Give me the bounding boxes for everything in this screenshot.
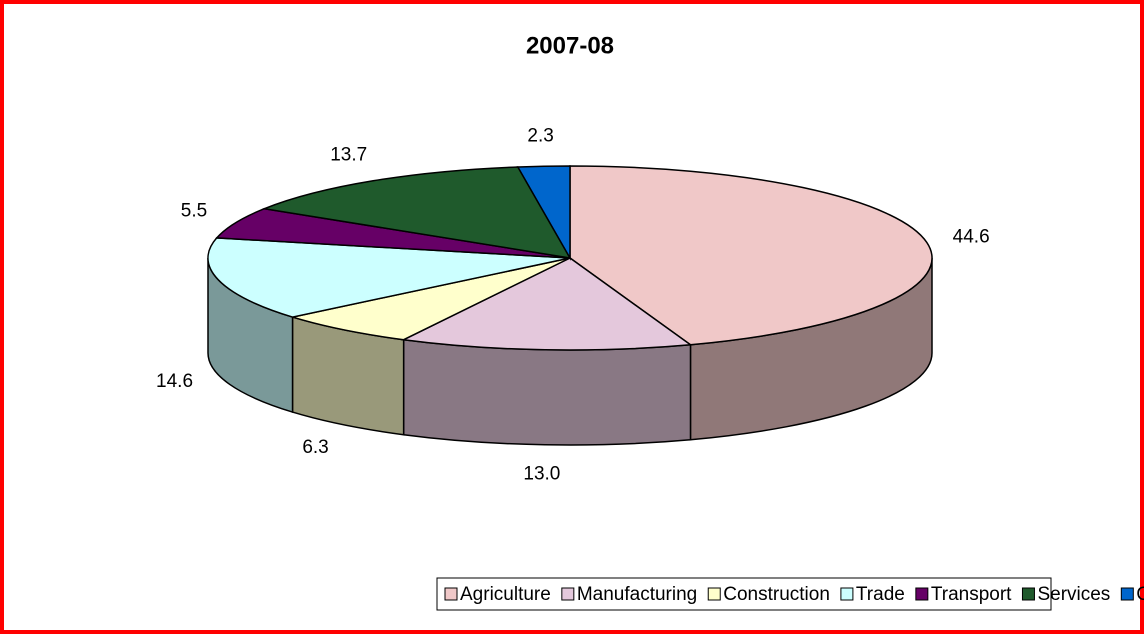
pie-slice xyxy=(261,166,572,259)
data-label: 5.5 xyxy=(181,200,207,221)
legend-box xyxy=(436,577,1052,611)
legend-label: Services xyxy=(1037,584,1110,605)
legend-swatch xyxy=(444,587,458,601)
pie-slice xyxy=(401,257,693,351)
legend-label: Trade xyxy=(856,584,905,605)
legend-swatch xyxy=(1120,587,1134,601)
legend-swatch xyxy=(840,587,854,601)
pie-slice xyxy=(516,165,571,261)
data-label: 14.6 xyxy=(156,371,193,392)
data-label: 6.3 xyxy=(302,437,328,458)
pie-slice xyxy=(569,165,933,346)
legend-swatch xyxy=(1021,587,1035,601)
pie-side xyxy=(402,338,692,446)
pie-slice xyxy=(207,237,571,318)
data-label: 13.0 xyxy=(523,464,560,485)
legend-label: Others xyxy=(1136,584,1144,605)
chart-title: 2007-08 xyxy=(526,32,614,59)
legend-label: Construction xyxy=(723,584,830,605)
legend-label: Manufacturing xyxy=(577,584,697,605)
legend-label: Agriculture xyxy=(460,584,551,605)
legend-swatch xyxy=(915,587,929,601)
pie-slice xyxy=(292,257,571,341)
legend-label: Transport xyxy=(931,584,1012,605)
legend-swatch xyxy=(707,587,721,601)
data-label: 2.3 xyxy=(527,125,553,146)
data-label: 44.6 xyxy=(953,226,990,247)
data-label: 13.7 xyxy=(330,145,367,166)
legend-swatch xyxy=(561,587,575,601)
